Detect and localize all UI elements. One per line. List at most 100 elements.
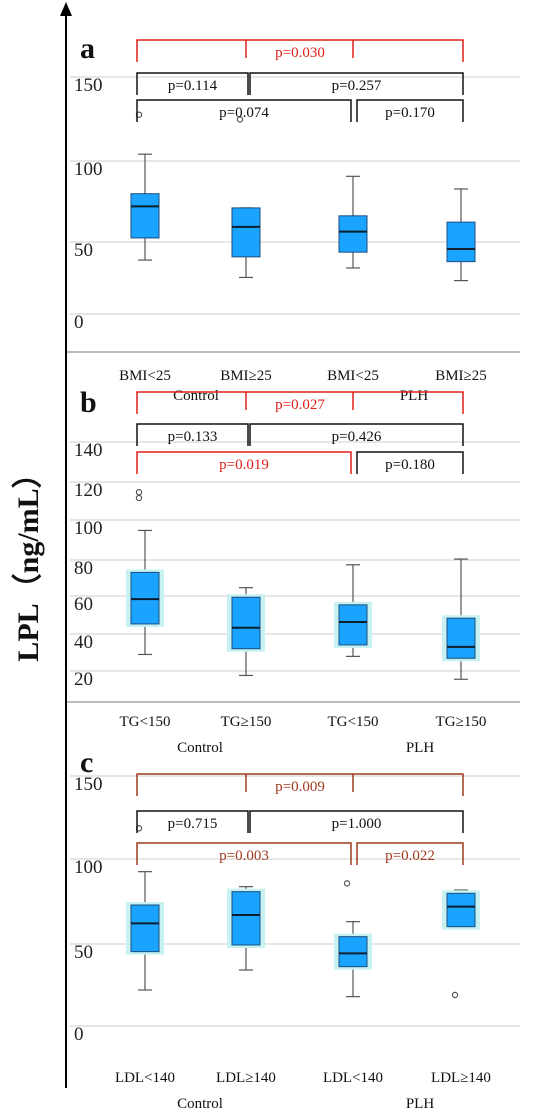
x-category-label: LDL<140	[323, 1070, 383, 1086]
p-value-label: p=1.000	[332, 816, 382, 832]
box-iqr	[338, 215, 368, 253]
comparison-bracket: p=0.133	[136, 423, 249, 446]
y-tick-label: 50	[74, 240, 93, 261]
comparison-bracket: p=0.003	[136, 842, 352, 865]
box-iqr	[338, 936, 368, 968]
outlier-point	[343, 880, 351, 887]
y-tick-label: 150	[74, 75, 103, 96]
box-1	[231, 116, 261, 279]
comparison-bracket: p=0.074	[136, 99, 352, 122]
bracket-line	[249, 72, 464, 95]
comparison-bracket: p=0.114	[136, 72, 249, 95]
comparison-bracket: p=0.030	[136, 39, 464, 62]
comparison-bracket: p=0.715	[136, 810, 249, 833]
box-2	[334, 564, 372, 657]
bracket-line	[136, 773, 464, 796]
bracket-line	[136, 451, 352, 474]
p-value-label: p=0.003	[219, 848, 269, 864]
p-value-label: p=0.257	[332, 78, 382, 94]
x-category-label: BMI≥25	[435, 368, 487, 384]
group-label: Control	[173, 388, 219, 404]
group-label: PLH	[400, 388, 429, 404]
bracket-line	[136, 810, 249, 833]
comparison-bracket: p=0.019	[136, 451, 352, 474]
bracket-line	[249, 423, 464, 446]
bracket-line	[136, 72, 249, 95]
x-category-label: BMI≥25	[220, 368, 272, 384]
outlier-point	[236, 116, 244, 123]
y-tick-label: 20	[74, 669, 93, 690]
box-0	[126, 489, 164, 656]
box-iqr	[231, 891, 261, 946]
x-category-label: BMI<25	[327, 368, 379, 384]
box-3	[442, 889, 480, 999]
bracket-line	[136, 842, 352, 865]
box-2	[338, 175, 368, 269]
box-1	[227, 587, 265, 677]
box-0	[130, 111, 160, 261]
group-label: PLH	[406, 740, 435, 756]
y-tick-label: 80	[74, 558, 93, 579]
panel-label: c	[80, 746, 93, 779]
x-category-label: BMI<25	[119, 368, 171, 384]
p-value-label: p=0.027	[275, 397, 325, 413]
y-tick-label: 0	[74, 312, 84, 333]
outlier-point	[135, 489, 143, 496]
p-value-label: p=0.715	[168, 816, 218, 832]
comparison-bracket: p=0.027	[136, 391, 464, 414]
comparison-bracket: p=0.022	[356, 842, 464, 865]
y-tick-label: 100	[74, 518, 103, 539]
box-2	[334, 880, 372, 998]
p-value-label: p=0.133	[168, 429, 218, 445]
p-value-label: p=0.426	[332, 429, 382, 445]
p-value-label: p=0.170	[385, 105, 435, 121]
p-value-label: p=0.022	[385, 848, 435, 864]
panel-c: c 0 50 100 150 p=0.009 p=0.715 p=1.000 p=0.003 p=…	[70, 746, 520, 1111]
box-1	[227, 886, 265, 971]
x-category-label: TG<150	[120, 714, 171, 730]
comparison-bracket: p=0.170	[356, 99, 464, 122]
x-category-label: LDL<140	[115, 1070, 175, 1086]
box-iqr	[446, 892, 476, 928]
x-category-label: TG<150	[328, 714, 379, 730]
bracket-line	[136, 423, 249, 446]
comparison-bracket: p=0.180	[356, 451, 464, 474]
p-value-label: p=0.114	[168, 78, 218, 94]
group-label: Control	[177, 740, 223, 756]
y-tick-label: 140	[74, 440, 103, 461]
box-3	[442, 558, 480, 680]
box-3	[446, 188, 476, 282]
y-tick-label: 60	[74, 594, 93, 615]
y-tick-label: 0	[74, 1024, 84, 1045]
p-value-label: p=0.030	[275, 45, 325, 61]
box-iqr	[446, 221, 476, 263]
x-category-label: LDL≥140	[431, 1070, 491, 1086]
y-tick-label: 100	[74, 857, 103, 878]
y-tick-label: 120	[74, 480, 103, 501]
bracket-line	[356, 451, 464, 474]
group-label: PLH	[406, 1096, 435, 1111]
y-tick-label: 100	[74, 159, 103, 180]
box-iqr	[130, 904, 160, 953]
y-tick-label: 50	[74, 942, 93, 963]
box-iqr	[231, 207, 261, 258]
box-iqr	[130, 193, 160, 239]
bracket-line	[136, 99, 352, 122]
box-iqr	[446, 617, 476, 659]
p-value-label: p=0.180	[385, 457, 435, 473]
box-iqr	[231, 596, 261, 650]
x-category-label: TG≥150	[221, 714, 272, 730]
x-category-label: LDL≥140	[216, 1070, 276, 1086]
y-axis-arrow-icon	[60, 2, 72, 16]
panel-label: a	[80, 32, 95, 65]
bracket-line	[136, 39, 464, 62]
bracket-line	[356, 99, 464, 122]
outlier-point	[135, 494, 143, 502]
bracket-line	[356, 842, 464, 865]
x-category-label: TG≥150	[436, 714, 487, 730]
group-label: Control	[177, 1096, 223, 1111]
comparison-bracket: p=1.000	[249, 810, 464, 833]
bracket-line	[136, 391, 464, 414]
